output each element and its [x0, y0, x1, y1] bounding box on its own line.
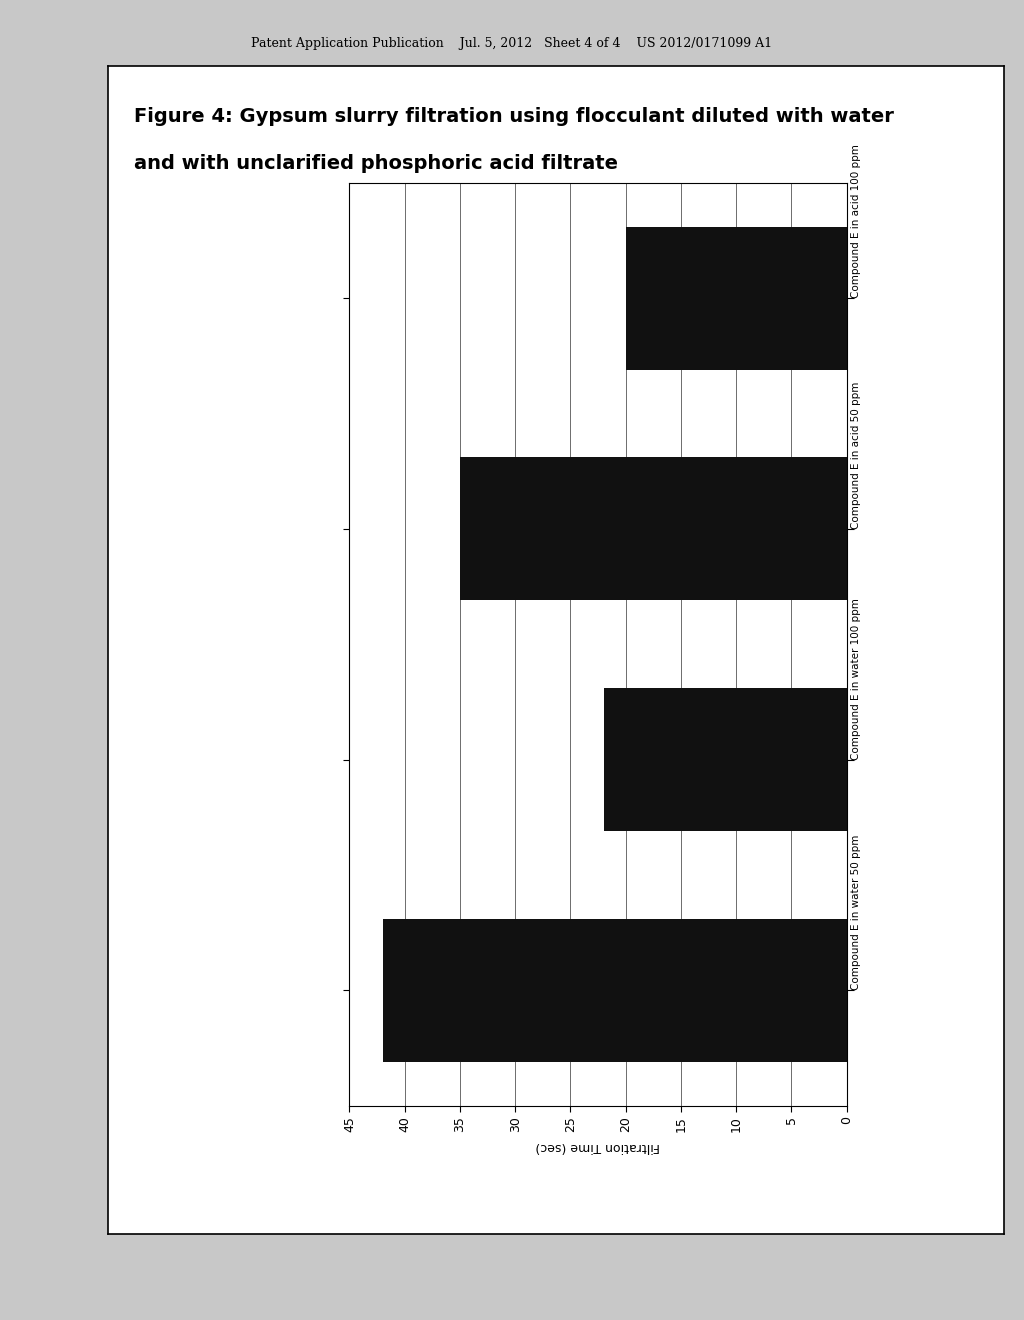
- Bar: [626, 227, 847, 370]
- Text: Patent Application Publication    Jul. 5, 2012   Sheet 4 of 4    US 2012/0171099: Patent Application Publication Jul. 5, 2…: [252, 37, 772, 50]
- Bar: [603, 688, 847, 832]
- Bar: [460, 457, 847, 601]
- X-axis label: Filtration Time (sec): Filtration Time (sec): [536, 1140, 660, 1154]
- Text: and with unclarified phosphoric acid filtrate: and with unclarified phosphoric acid fil…: [134, 153, 618, 173]
- Text: Figure 4: Gypsum slurry filtration using flocculant diluted with water: Figure 4: Gypsum slurry filtration using…: [134, 107, 894, 125]
- Bar: [383, 919, 847, 1061]
